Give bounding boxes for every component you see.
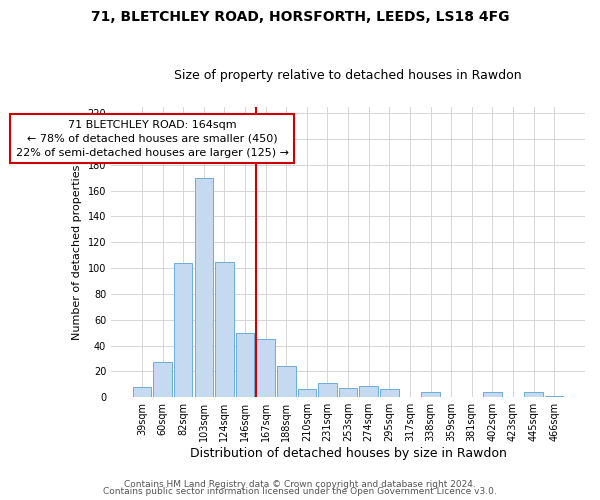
Title: Size of property relative to detached houses in Rawdon: Size of property relative to detached ho… — [174, 69, 522, 82]
Bar — [236, 332, 254, 397]
X-axis label: Distribution of detached houses by size in Rawdon: Distribution of detached houses by size … — [190, 447, 506, 460]
Bar — [380, 390, 398, 397]
Bar — [277, 366, 296, 397]
Text: 71 BLETCHLEY ROAD: 164sqm
← 78% of detached houses are smaller (450)
22% of semi: 71 BLETCHLEY ROAD: 164sqm ← 78% of detac… — [16, 120, 289, 158]
Bar — [256, 339, 275, 397]
Bar — [298, 390, 316, 397]
Bar — [359, 386, 378, 397]
Bar — [524, 392, 543, 397]
Text: 71, BLETCHLEY ROAD, HORSFORTH, LEEDS, LS18 4FG: 71, BLETCHLEY ROAD, HORSFORTH, LEEDS, LS… — [91, 10, 509, 24]
Bar — [194, 178, 213, 397]
Bar — [318, 383, 337, 397]
Bar — [545, 396, 563, 397]
Text: Contains HM Land Registry data © Crown copyright and database right 2024.: Contains HM Land Registry data © Crown c… — [124, 480, 476, 489]
Bar — [215, 262, 233, 397]
Bar — [153, 362, 172, 397]
Bar — [339, 388, 358, 397]
Bar — [483, 392, 502, 397]
Y-axis label: Number of detached properties: Number of detached properties — [72, 164, 82, 340]
Bar — [133, 387, 151, 397]
Bar — [421, 392, 440, 397]
Text: Contains public sector information licensed under the Open Government Licence v3: Contains public sector information licen… — [103, 487, 497, 496]
Bar — [174, 263, 193, 397]
